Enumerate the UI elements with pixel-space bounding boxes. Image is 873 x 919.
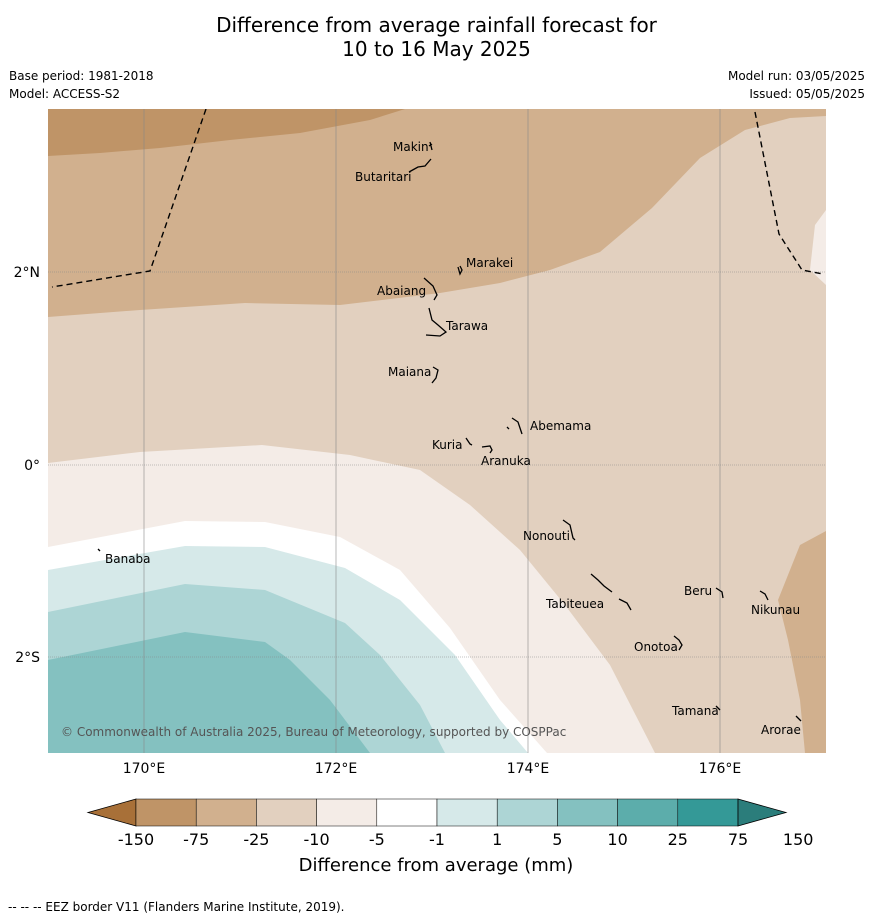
place-label-kuria: Kuria <box>432 438 463 452</box>
longitude-labels: 170°E 172°E 174°E 176°E <box>123 761 742 777</box>
contour-band-minus25 <box>48 109 826 317</box>
copyright-notice: © Commonwealth of Australia 2025, Bureau… <box>61 725 566 739</box>
model-run-label: Model run: 03/05/2025 <box>727 69 865 83</box>
nonouti-outline <box>562 519 576 541</box>
place-label-maiana: Maiana <box>388 365 431 379</box>
contour-band-minus75 <box>48 109 405 156</box>
latitude-labels: 2°N 0° 2°S <box>14 265 41 666</box>
beru-outline <box>715 587 724 599</box>
colorbar-swatch <box>135 798 197 827</box>
contour-band-minus25-se <box>778 531 826 753</box>
lat-label-0: 0° <box>24 458 40 474</box>
place-label-marakei: Marakei <box>466 256 513 270</box>
issued-label: Issued: 05/05/2025 <box>749 87 865 101</box>
place-label-makin: Makin <box>393 140 429 154</box>
base-period-label: Base period: 1981-2018 <box>9 69 154 83</box>
place-labels: Makin Butaritari Marakei Abaiang Tarawa … <box>105 140 801 737</box>
tarawa-outline <box>425 307 448 337</box>
contour-fill <box>48 109 826 753</box>
colorbar-tick-label: -5 <box>369 830 385 849</box>
place-label-tamana: Tamana <box>671 704 719 718</box>
colorbar-arrow-high <box>737 798 788 827</box>
colorbar-tick-label: 10 <box>607 830 627 849</box>
eez-footnote: -- -- -- EEZ border V11 (Flanders Marine… <box>8 900 345 914</box>
place-label-abaiang: Abaiang <box>377 284 426 298</box>
colorbar-tick-label: 5 <box>552 830 562 849</box>
colorbar <box>86 798 788 827</box>
colorbar-tick-label: 75 <box>728 830 748 849</box>
contour-band-minus5-ne <box>810 210 826 285</box>
colorbar-swatch <box>316 798 378 827</box>
place-label-tarawa: Tarawa <box>445 319 488 333</box>
onotoa-outline <box>673 635 683 651</box>
colorbar-tick-label: -1 <box>429 830 445 849</box>
graticule <box>48 109 826 753</box>
model-label: Model: ACCESS-S2 <box>9 87 121 101</box>
place-label-nonouti: Nonouti <box>523 529 570 543</box>
lon-label-172e: 172°E <box>315 761 358 777</box>
eez-border <box>51 109 824 288</box>
lat-label-2n: 2°N <box>14 265 40 281</box>
chart-title-line2: 10 to 16 May 2025 <box>342 37 531 61</box>
place-label-aranuka: Aranuka <box>481 454 531 468</box>
marakei-outline <box>457 265 463 276</box>
tamana-outline <box>715 705 721 711</box>
colorbar-tick-label: -75 <box>183 830 209 849</box>
lat-label-2s: 2°S <box>15 650 40 666</box>
place-label-arorae: Arorae <box>761 723 801 737</box>
maiana-outline <box>431 366 439 384</box>
colorbar-title: Difference from average (mm) <box>299 855 574 876</box>
colorbar-swatch <box>617 798 679 827</box>
colorbar-swatch <box>557 798 618 827</box>
place-label-banaba: Banaba <box>105 552 151 566</box>
colorbar-arrow-low <box>86 798 137 827</box>
butaritari-outline <box>408 158 432 173</box>
colorbar-swatch <box>195 798 257 827</box>
colorbar-swatch <box>677 798 739 827</box>
lon-label-170e: 170°E <box>123 761 166 777</box>
kuria-outline <box>465 437 473 446</box>
place-label-onotoa: Onotoa <box>634 640 678 654</box>
colorbar-swatch <box>436 798 498 827</box>
place-label-butaritari: Butaritari <box>355 170 412 184</box>
chart-title-line1: Difference from average rainfall forecas… <box>216 13 657 37</box>
colorbar-tick-label: 150 <box>783 830 814 849</box>
place-label-tabiteuea: Tabiteuea <box>545 597 604 611</box>
colorbar-swatch <box>376 798 438 827</box>
place-label-nikunau: Nikunau <box>751 603 800 617</box>
colorbar-tick-label: 1 <box>492 830 502 849</box>
colorbar-swatch <box>256 798 317 827</box>
colorbar-swatch <box>496 798 558 827</box>
banaba-outline <box>97 548 101 552</box>
nikunau-outline <box>759 590 769 601</box>
place-label-beru: Beru <box>684 584 712 598</box>
arorae-outline <box>795 715 802 722</box>
makin-outline <box>428 141 433 151</box>
abemama-outline <box>506 417 523 435</box>
colorbar-ticks: -150 -75 -25 -10 -5 -1 1 5 10 25 75 150 <box>118 830 814 849</box>
colorbar-tick-label: -150 <box>118 830 154 849</box>
colorbar-tick-label: -10 <box>304 830 330 849</box>
contour-band-10 <box>48 632 370 753</box>
lon-label-176e: 176°E <box>699 761 742 777</box>
aranuka-outline <box>481 445 493 454</box>
abaiang-outline <box>423 277 438 301</box>
tabiteuea-outline <box>590 573 632 611</box>
island-outlines <box>97 141 802 722</box>
lon-label-174e: 174°E <box>507 761 550 777</box>
colorbar-tick-label: -25 <box>243 830 269 849</box>
colorbar-tick-label: 25 <box>668 830 688 849</box>
place-label-abemama: Abemama <box>530 419 591 433</box>
